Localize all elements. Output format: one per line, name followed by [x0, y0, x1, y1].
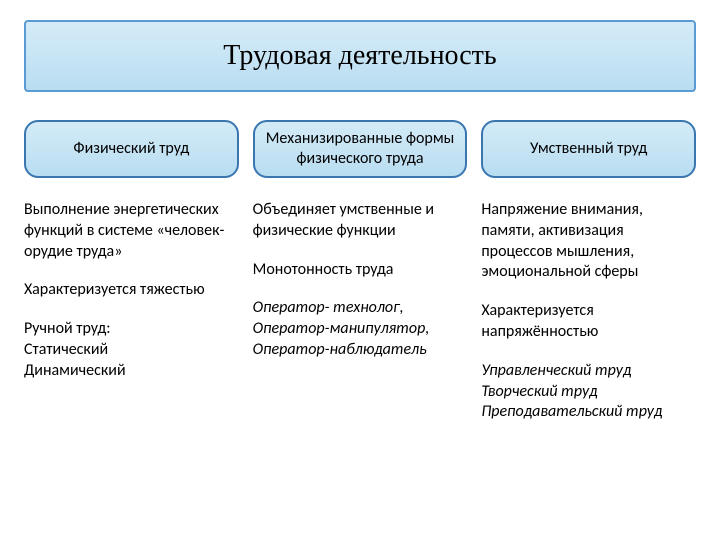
desc-para: Характеризуется напряжённостью [481, 301, 696, 343]
desc-para: Выполнение энергетических функций в сист… [24, 200, 239, 262]
column-mental: Умственный труд Напряжение внимания, пам… [481, 120, 696, 441]
desc-para: Оператор- технолог,Оператор-манипулятор,… [253, 298, 468, 360]
column-header: Механизированные формы физического труда [253, 120, 468, 178]
desc-para: Управленческий трудТворческий трудПрепод… [481, 361, 696, 423]
desc-para: Напряжение внимания, памяти, активизация… [481, 200, 696, 283]
desc-para: Характеризуется тяжестью [24, 280, 239, 301]
column-header: Умственный труд [481, 120, 696, 178]
desc-para: Ручной труд:СтатическийДинамический [24, 319, 239, 381]
title-panel: Трудовая деятельность [24, 20, 696, 92]
column-body: Напряжение внимания, памяти, активизация… [481, 200, 696, 441]
column-body: Выполнение энергетических функций в сист… [24, 200, 239, 400]
columns-container: Физический труд Выполнение энергетически… [24, 120, 696, 441]
column-mechanized: Механизированные формы физического труда… [253, 120, 468, 441]
column-body: Объединяет умственные и физические функц… [253, 200, 468, 379]
column-header: Физический труд [24, 120, 239, 178]
column-physical: Физический труд Выполнение энергетически… [24, 120, 239, 441]
page-title: Трудовая деятельность [36, 40, 684, 72]
desc-para: Объединяет умственные и физические функц… [253, 200, 468, 242]
desc-para: Монотонность труда [253, 260, 468, 281]
